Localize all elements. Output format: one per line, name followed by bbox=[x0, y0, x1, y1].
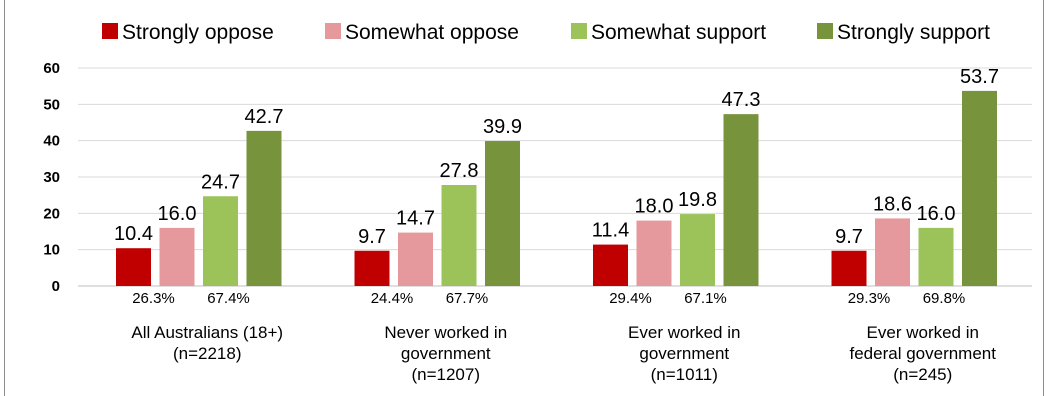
category-label: Ever worked in bbox=[628, 323, 740, 342]
category-label: government bbox=[639, 344, 729, 363]
support-total-label: 67.1% bbox=[684, 290, 727, 307]
category-label: All Australians (18+) bbox=[131, 323, 283, 342]
legend-label: Strongly oppose bbox=[122, 21, 274, 44]
legend-swatch bbox=[102, 23, 118, 39]
bar bbox=[485, 141, 520, 286]
y-tick-label: 0 bbox=[52, 278, 60, 295]
data-label: 18.0 bbox=[635, 196, 674, 218]
category-label: Ever worked in bbox=[867, 323, 979, 342]
legend-label: Somewhat oppose bbox=[345, 21, 519, 44]
y-tick-label: 40 bbox=[43, 133, 60, 150]
y-tick-label: 10 bbox=[43, 242, 60, 259]
y-tick-label: 60 bbox=[43, 60, 60, 77]
data-label: 19.8 bbox=[678, 189, 717, 211]
bar bbox=[246, 130, 282, 286]
oppose-total-label: 29.4% bbox=[609, 290, 652, 307]
category-label: government bbox=[401, 344, 491, 363]
category-label: Never worked in bbox=[384, 323, 507, 342]
bar bbox=[203, 196, 238, 286]
bar bbox=[680, 214, 715, 286]
data-label: 42.7 bbox=[245, 106, 284, 128]
bar bbox=[723, 114, 759, 286]
data-label: 53.7 bbox=[960, 66, 999, 88]
data-label: 27.8 bbox=[440, 160, 479, 182]
data-label: 16.0 bbox=[158, 203, 197, 225]
legend-label: Somewhat support bbox=[591, 21, 766, 44]
data-label: 14.7 bbox=[396, 208, 435, 230]
data-label: 18.6 bbox=[873, 193, 912, 215]
support-total-label: 67.7% bbox=[446, 290, 489, 307]
bar bbox=[441, 184, 477, 286]
bar bbox=[831, 250, 867, 286]
support-total-label: 69.8% bbox=[923, 290, 966, 307]
category-label: (n=2218) bbox=[173, 344, 242, 363]
data-label: 16.0 bbox=[917, 203, 956, 225]
legend-swatch bbox=[817, 23, 833, 39]
bar bbox=[593, 244, 628, 286]
chart-frame bbox=[4, 0, 1044, 396]
y-tick-label: 50 bbox=[43, 96, 60, 113]
oppose-total-label: 24.4% bbox=[371, 290, 414, 307]
data-label: 47.3 bbox=[722, 89, 761, 111]
bar bbox=[962, 90, 997, 286]
support-total-label: 67.4% bbox=[207, 290, 250, 307]
category-label: (n=1011) bbox=[651, 365, 718, 384]
data-label: 10.4 bbox=[114, 223, 153, 245]
category-label: (n=245) bbox=[893, 365, 952, 384]
y-tick-label: 20 bbox=[43, 205, 60, 222]
bar bbox=[875, 218, 910, 286]
category-label: (n=1207) bbox=[411, 365, 480, 384]
legend-swatch bbox=[325, 23, 341, 39]
y-tick-label: 30 bbox=[43, 169, 60, 186]
category-label: federal government bbox=[850, 344, 997, 363]
data-label: 9.7 bbox=[835, 226, 863, 248]
bar bbox=[159, 227, 195, 286]
legend-label: Strongly support bbox=[837, 21, 990, 44]
data-label: 9.7 bbox=[358, 226, 386, 248]
bar bbox=[116, 248, 151, 286]
legend-swatch bbox=[571, 23, 587, 39]
bar bbox=[636, 220, 672, 286]
data-label: 39.9 bbox=[483, 116, 522, 138]
data-label: 24.7 bbox=[201, 171, 240, 193]
bar bbox=[918, 227, 954, 286]
bar bbox=[398, 232, 433, 286]
oppose-total-label: 26.3% bbox=[132, 290, 175, 307]
oppose-total-label: 29.3% bbox=[848, 290, 891, 307]
bar bbox=[354, 250, 390, 286]
data-label: 11.4 bbox=[592, 220, 629, 242]
